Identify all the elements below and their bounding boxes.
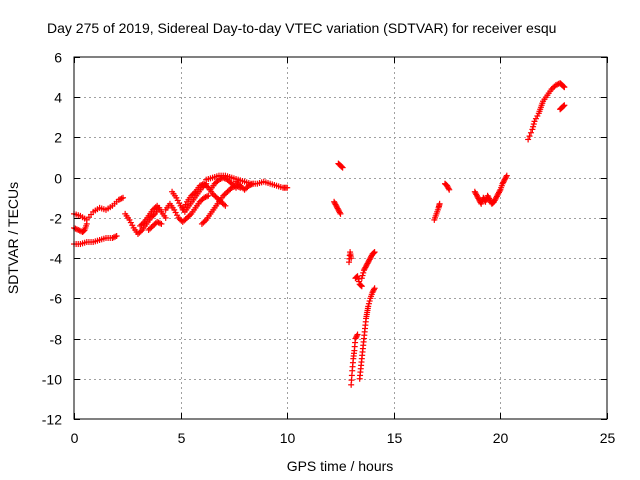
data-point [503, 173, 510, 180]
chart-title: Day 275 of 2019, Sidereal Day-to-day VTE… [47, 20, 556, 36]
data-point [355, 275, 362, 282]
data-point [162, 214, 169, 221]
data-point [360, 269, 367, 276]
data-point [118, 195, 125, 202]
y-tick-label: -8 [50, 332, 63, 348]
tick-labels: 0 5 10 15 20 25 -12 -10 -8 -6 -4 -2 0 2 4 6 [42, 50, 616, 447]
x-tick-label: 10 [280, 430, 296, 446]
data-point [358, 282, 365, 289]
y-tick-label: -6 [50, 291, 63, 307]
data-point [527, 129, 534, 136]
data-point [120, 194, 127, 201]
data-point [338, 163, 345, 170]
y-tick-label: 4 [54, 90, 62, 106]
y-tick-label: 0 [54, 171, 62, 187]
data-point [529, 126, 536, 133]
data-point [233, 184, 240, 191]
data-point [250, 180, 257, 187]
data-point [112, 233, 119, 240]
data-point [496, 188, 503, 195]
data-point [284, 184, 291, 191]
data-point [530, 123, 537, 130]
axis-ticks [74, 57, 608, 420]
x-tick-label: 5 [178, 430, 186, 446]
data-point [358, 283, 365, 290]
y-tick-label: 2 [54, 130, 62, 146]
data-point [354, 331, 361, 338]
data-point [222, 202, 229, 209]
x-tick-label: 25 [600, 430, 616, 446]
y-tick-label: -2 [50, 211, 63, 227]
y-tick-label: -4 [50, 251, 63, 267]
data-point [561, 84, 568, 91]
data-point [370, 286, 377, 293]
data-point [561, 102, 568, 109]
data-point [436, 200, 443, 207]
data-point [365, 303, 372, 310]
data-point [503, 172, 510, 179]
x-tick-label: 20 [493, 430, 509, 446]
x-tick-label: 15 [387, 430, 403, 446]
data-point [158, 220, 165, 227]
data-point [371, 285, 378, 292]
data-point [365, 300, 372, 307]
x-axis-label: GPS time / hours [287, 458, 394, 474]
data-point [526, 133, 533, 140]
data-point [205, 192, 212, 199]
data-point [337, 210, 344, 217]
plot-frame [73, 56, 608, 420]
data-point [525, 136, 532, 143]
data-point [355, 278, 362, 285]
data-point [366, 298, 373, 305]
y-axis-label: SDTVAR / TECUs [5, 182, 21, 294]
data-point [370, 249, 377, 256]
data-point [560, 83, 567, 90]
data-point [446, 186, 453, 193]
data-point [156, 220, 163, 227]
grid-lines [74, 57, 607, 419]
y-tick-label: -12 [42, 412, 62, 428]
data-point [83, 220, 90, 227]
data-point [336, 209, 343, 216]
data-point [445, 185, 452, 192]
data-points [71, 80, 568, 388]
data-point [530, 121, 537, 128]
data-point [359, 272, 366, 279]
data-point [357, 281, 364, 288]
x-tick-label: 0 [71, 430, 79, 446]
data-point [371, 249, 378, 256]
data-point [339, 164, 346, 171]
data-point [353, 332, 360, 339]
y-tick-label: 6 [54, 50, 62, 66]
data-point [113, 232, 120, 239]
data-point [560, 102, 567, 109]
data-point [348, 255, 355, 262]
y-tick-label: -10 [42, 372, 62, 388]
data-point [358, 275, 365, 282]
data-point [110, 234, 117, 241]
data-point [354, 273, 361, 280]
